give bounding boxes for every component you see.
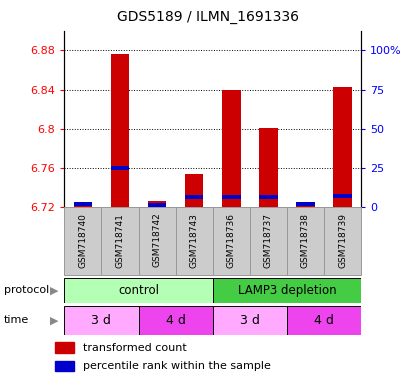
Bar <box>213 207 250 275</box>
Bar <box>139 207 176 275</box>
Bar <box>148 204 166 207</box>
Bar <box>139 306 213 335</box>
Text: GSM718736: GSM718736 <box>227 213 236 268</box>
Bar <box>287 207 324 275</box>
Text: GSM718737: GSM718737 <box>264 213 273 268</box>
Bar <box>73 204 92 207</box>
Bar <box>213 306 287 335</box>
Bar <box>213 278 361 303</box>
Text: ▶: ▶ <box>50 315 58 326</box>
Bar <box>296 204 315 207</box>
Text: transformed count: transformed count <box>83 343 187 353</box>
Bar <box>111 54 129 207</box>
Text: protocol: protocol <box>4 285 49 296</box>
Bar <box>64 278 213 303</box>
Text: 4 d: 4 d <box>166 314 186 327</box>
Text: control: control <box>118 284 159 297</box>
Bar <box>64 207 101 275</box>
Text: time: time <box>4 315 29 326</box>
Bar <box>176 207 213 275</box>
Text: GSM718739: GSM718739 <box>338 213 347 268</box>
Bar <box>333 194 352 197</box>
Bar <box>148 202 166 207</box>
Bar <box>55 361 73 371</box>
Text: ▶: ▶ <box>50 285 58 296</box>
Bar <box>324 207 361 275</box>
Bar <box>185 174 203 207</box>
Text: GSM718742: GSM718742 <box>153 213 161 268</box>
Text: GSM718740: GSM718740 <box>78 213 88 268</box>
Bar <box>111 166 129 170</box>
Text: GSM718741: GSM718741 <box>115 213 124 268</box>
Bar <box>287 306 361 335</box>
Text: 3 d: 3 d <box>240 314 260 327</box>
Bar <box>73 202 92 206</box>
Text: percentile rank within the sample: percentile rank within the sample <box>83 361 271 371</box>
Bar <box>101 207 139 275</box>
Text: GSM718743: GSM718743 <box>190 213 199 268</box>
Bar <box>333 87 352 207</box>
Text: GDS5189 / ILMN_1691336: GDS5189 / ILMN_1691336 <box>117 10 298 23</box>
Bar <box>222 195 241 199</box>
Bar <box>185 195 203 199</box>
Bar <box>222 89 241 207</box>
Text: 4 d: 4 d <box>314 314 334 327</box>
Bar <box>259 128 278 207</box>
Bar <box>64 306 139 335</box>
Text: 3 d: 3 d <box>91 314 111 327</box>
Text: LAMP3 depletion: LAMP3 depletion <box>237 284 336 297</box>
Bar <box>296 202 315 206</box>
Bar <box>259 195 278 199</box>
Bar <box>250 207 287 275</box>
Bar <box>55 342 73 353</box>
Text: GSM718738: GSM718738 <box>301 213 310 268</box>
